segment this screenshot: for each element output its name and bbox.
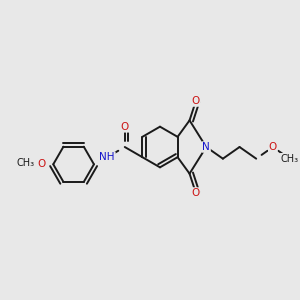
Text: CH₃: CH₃ — [280, 154, 298, 164]
Text: N: N — [202, 142, 210, 152]
Text: O: O — [121, 122, 129, 132]
Text: O: O — [269, 142, 277, 152]
Text: CH₃: CH₃ — [17, 158, 35, 168]
Text: O: O — [37, 159, 45, 169]
Text: O: O — [192, 188, 200, 198]
Text: O: O — [192, 96, 200, 106]
Text: NH: NH — [99, 152, 115, 162]
